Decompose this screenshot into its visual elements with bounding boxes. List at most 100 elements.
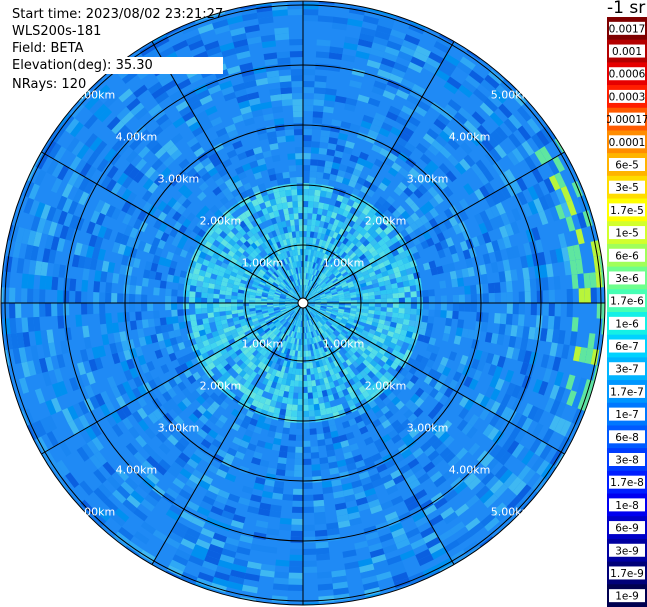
range-gate-cell	[285, 299, 292, 302]
range-gate-cell	[255, 305, 262, 309]
range-gate-cell	[291, 518, 303, 525]
range-gate-cell	[304, 308, 307, 315]
range-gate-cell	[232, 82, 246, 92]
range-gate-cell	[285, 189, 292, 197]
range-gate-cell	[204, 490, 218, 501]
range-gate-cell	[287, 9, 303, 16]
range-gate-cell	[330, 276, 337, 282]
range-gate-cell	[538, 380, 549, 396]
range-gate-cell	[94, 451, 108, 466]
range-gate-cell	[310, 261, 314, 269]
range-gate-cell	[336, 194, 344, 203]
range-gate-cell	[401, 105, 414, 116]
range-gate-cell	[291, 301, 298, 303]
range-gate-cell	[290, 225, 296, 232]
range-gate-cell	[151, 86, 166, 100]
range-gate-cell	[169, 559, 186, 572]
range-gate-cell	[306, 231, 311, 238]
range-gate-cell	[334, 344, 341, 352]
range-gate-cell	[489, 376, 500, 389]
range-gate-cell	[454, 503, 470, 517]
range-gate-cell	[126, 358, 135, 370]
range-gate-cell	[281, 245, 287, 253]
range-gate-cell	[370, 325, 378, 331]
range-gate-cell	[95, 212, 106, 226]
range-gate-cell	[306, 307, 311, 314]
range-gate-cell	[207, 337, 216, 345]
range-gate-cell	[201, 474, 214, 485]
range-gate-cell	[212, 532, 227, 543]
range-gate-cell	[243, 240, 251, 248]
range-gate-cell	[315, 315, 320, 321]
range-gate-cell	[282, 334, 287, 341]
range-gate-cell	[123, 349, 132, 361]
range-gate-cell	[165, 295, 172, 303]
range-gate-cell	[288, 276, 293, 283]
range-gate-cell	[530, 290, 537, 303]
range-gate-cell	[396, 318, 404, 325]
range-gate-cell	[222, 209, 232, 219]
range-gate-cell	[376, 463, 388, 473]
range-gate-cell	[154, 463, 168, 476]
range-gate-cell	[287, 397, 293, 405]
range-gate-cell	[276, 178, 285, 186]
range-gate-cell	[355, 372, 364, 381]
range-gate-cell	[341, 222, 348, 231]
range-gate-cell	[344, 140, 355, 149]
range-gate-cell	[270, 94, 282, 102]
range-gate-cell	[327, 223, 334, 231]
range-gate-cell	[141, 294, 148, 303]
range-gate-cell	[198, 414, 209, 425]
range-gate-cell	[534, 239, 544, 254]
range-gate-cell	[48, 249, 57, 264]
range-gate-cell	[472, 88, 488, 103]
range-gate-cell	[223, 91, 237, 102]
range-gate-cell	[303, 404, 309, 411]
range-gate-cell	[86, 371, 96, 385]
range-gate-cell	[317, 583, 334, 591]
range-gate-cell	[338, 249, 345, 257]
range-gate-cell	[313, 201, 319, 209]
range-gate-cell	[392, 332, 401, 340]
range-gate-cell	[89, 454, 103, 470]
range-gate-cell	[290, 183, 298, 190]
range-gate-cell	[334, 282, 341, 287]
range-gate-cell	[380, 405, 390, 415]
range-gate-cell	[314, 373, 320, 381]
range-gate-cell	[195, 303, 202, 309]
range-gate-cell	[300, 338, 303, 345]
range-gate-cell	[272, 264, 279, 271]
range-gate-cell	[476, 360, 486, 372]
range-gate-cell	[323, 286, 329, 291]
range-gate-cell	[508, 114, 523, 130]
range-gate-cell	[264, 58, 278, 66]
range-gate-cell	[336, 335, 344, 342]
range-gate-cell	[479, 210, 490, 223]
azimuth-line	[41, 302, 304, 455]
colorbar-tick-label: 3e-9	[615, 545, 639, 557]
range-gate-cell	[455, 447, 468, 460]
range-gate-cell	[404, 34, 421, 46]
range-gate-cell	[213, 218, 223, 227]
range-gate-cell	[343, 311, 350, 316]
range-gate-cell	[322, 260, 327, 267]
range-gate-cell	[297, 267, 300, 274]
range-gate-cell	[363, 366, 371, 375]
range-gate-cell	[292, 494, 303, 501]
range-gate-cell	[338, 333, 345, 340]
range-gate-cell	[115, 467, 130, 482]
range-gate-cell	[537, 251, 546, 266]
range-gate-cell	[250, 315, 258, 320]
range-gate-cell	[190, 319, 198, 327]
range-gate-cell	[237, 352, 246, 360]
range-gate-cell	[433, 497, 448, 510]
range-gate-cell	[521, 417, 533, 432]
range-gate-cell	[157, 211, 168, 222]
range-gate-cell	[46, 159, 59, 175]
colorbar-tick-label: 6e-6	[615, 250, 639, 262]
range-gate-cell	[226, 383, 236, 392]
range-gate-cell	[260, 341, 267, 348]
range-gate-cell	[238, 315, 246, 321]
range-gate-cell	[317, 278, 322, 285]
range-gate-cell	[342, 315, 349, 321]
